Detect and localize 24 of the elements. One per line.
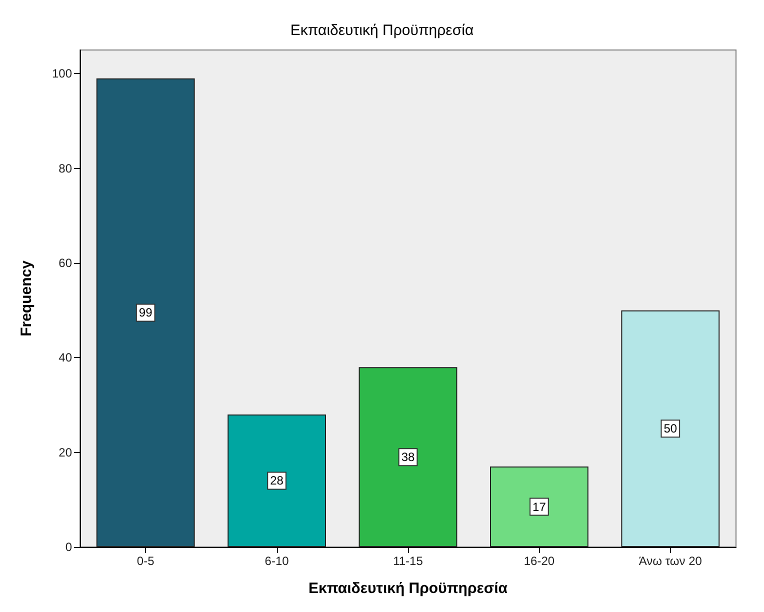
y-tick-label: 80 — [58, 161, 72, 176]
bar — [490, 466, 588, 547]
x-tick-label: 11-15 — [393, 554, 424, 568]
y-tick-label: 40 — [58, 350, 72, 365]
data-label: 17 — [532, 500, 546, 514]
y-tick-label: 100 — [52, 66, 72, 81]
bar — [621, 310, 720, 547]
data-label: 38 — [401, 450, 415, 464]
bar — [358, 367, 458, 547]
y-tick-label: 60 — [58, 256, 72, 270]
y-axis-title: Frequency — [18, 260, 35, 336]
bar — [96, 78, 195, 547]
data-label: 28 — [270, 474, 284, 488]
data-label: 99 — [138, 306, 153, 320]
data-label: 50 — [664, 422, 678, 436]
x-tick-label: Άνω των 20 — [638, 554, 702, 568]
y-tick-label: 0 — [65, 540, 72, 554]
x-axis-title: Εκπαιδευτική Προϋπηρεσία — [308, 580, 508, 597]
y-tick-label: 20 — [58, 445, 72, 460]
bar — [228, 414, 326, 547]
x-tick-label: 0-5 — [136, 554, 155, 568]
x-tick-label: 16-20 — [524, 554, 555, 568]
chart-title: Εκπαιδευτική Προϋπηρεσία — [290, 22, 474, 39]
x-tick-label: 6-10 — [264, 554, 290, 568]
